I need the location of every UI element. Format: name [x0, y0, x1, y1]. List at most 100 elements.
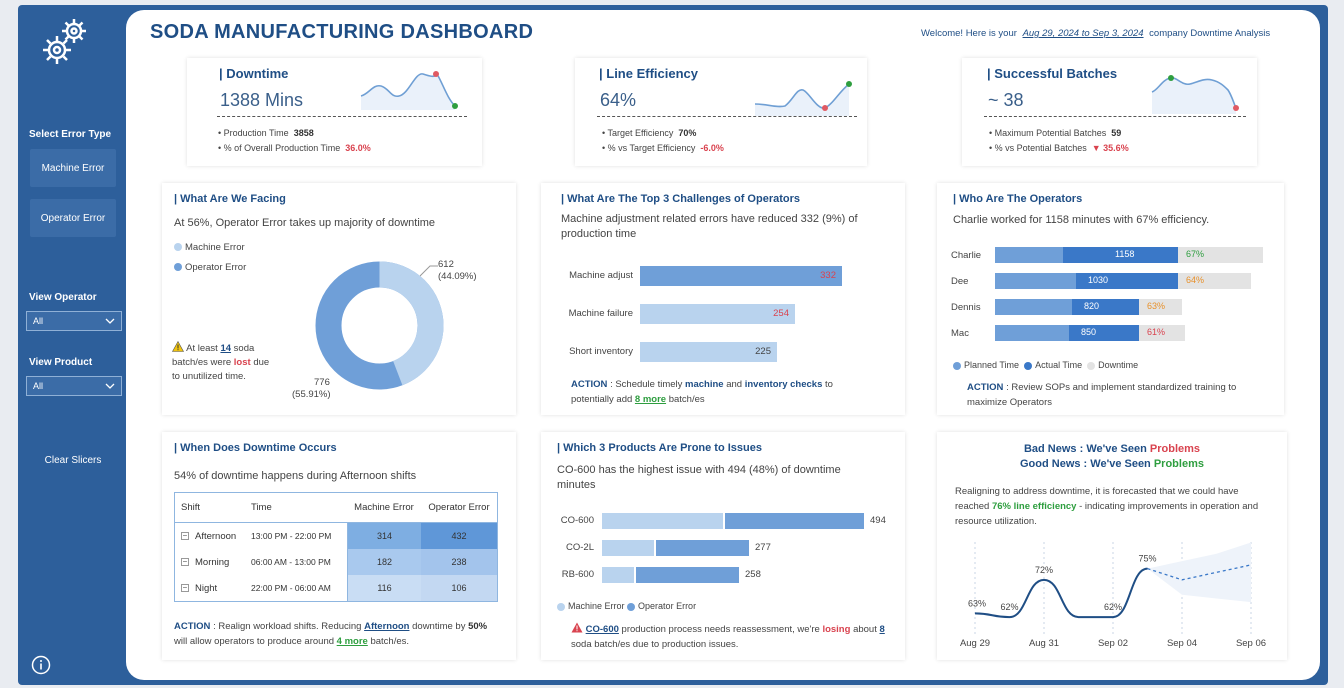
gear-icon [43, 19, 86, 64]
max-batches-value: 59 [1111, 128, 1122, 138]
note-product: CO-600 [585, 624, 619, 635]
note-mid: soda batch/es were [172, 343, 255, 368]
machine-error-button[interactable]: Machine Error [30, 149, 116, 187]
action-label: ACTION [174, 621, 211, 632]
operator-error-cell: 106 [421, 575, 497, 601]
operator-error-button[interactable]: Operator Error [30, 199, 116, 237]
info-icon[interactable] [31, 655, 51, 675]
x-tick-label: Sep 04 [1167, 638, 1197, 649]
note-text: soda batch/es due to production issues. [571, 639, 739, 650]
table-row[interactable]: – Night 22:00 PM - 06:00 AM 116 106 [175, 575, 497, 601]
actual-time-bar: 850 [1069, 325, 1139, 341]
kpi-downtime-line1: • Production Time 3858 [218, 128, 314, 138]
facing-subtitle: At 56%, Operator Error takes up majority… [174, 217, 436, 229]
challenge-value: 254 [773, 308, 789, 319]
col-time: Time [251, 502, 272, 513]
operator-efficiency: 61% [1147, 327, 1166, 337]
kpi-downtime-value: 1388 Mins [220, 90, 304, 110]
data-label: 62% [1104, 602, 1122, 612]
note-losing: losing [822, 624, 851, 635]
machine-error-bar [602, 540, 654, 556]
action-text: batch/es. [370, 636, 410, 647]
note-number: 14 [220, 343, 232, 354]
donut-operator-pct: (55.91%) [292, 389, 331, 400]
legend-actual: Actual Time [1035, 360, 1083, 370]
data-label: 62% [1000, 602, 1018, 612]
when-action: ACTION : Realign workload shifts. Reduci… [174, 619, 494, 649]
machine-error-cell: 116 [347, 575, 421, 601]
kpi-batches-title: | Successful Batches [987, 66, 1118, 81]
kpi-efficiency-card: | Line Efficiency 64% • Target Efficienc… [575, 58, 867, 166]
x-tick-label: Aug 29 [960, 638, 990, 649]
operator-error-cell: 238 [421, 549, 497, 575]
challenge-value: 332 [820, 270, 836, 281]
bad-news-heading: Bad News : We've Seen Problems [937, 443, 1287, 455]
view-operator-dropdown[interactable]: All [26, 311, 122, 331]
kpi-efficiency-value: 64% [600, 90, 637, 110]
legend-downtime: Downtime [1098, 360, 1139, 370]
challenge-bar: 225 [640, 342, 777, 362]
operator-name: Charlie [951, 250, 982, 261]
view-product-dropdown[interactable]: All [26, 376, 122, 396]
products-legend: Machine Error Operator Error [557, 601, 696, 611]
facing-title: | What Are We Facing [174, 193, 286, 205]
news-efficiency: 76% line efficiency [991, 501, 1077, 512]
operator-efficiency: 67% [1186, 249, 1205, 259]
collapse-icon[interactable]: – [181, 584, 189, 592]
table-row[interactable]: – Morning 06:00 AM - 13:00 PM 182 238 [175, 549, 497, 575]
action-label: ACTION [967, 382, 1004, 393]
table-row[interactable]: – Afternoon 13:00 PM - 22:00 PM 314 432 [175, 523, 497, 549]
kpi-efficiency-line1: • Target Efficiency 70% [602, 128, 697, 138]
welcome-text: Welcome! Here is your Aug 29, 2024 to Se… [921, 28, 1270, 39]
actual-time-value: 1030 [1088, 275, 1109, 285]
actual-time-value: 1158 [1115, 249, 1135, 259]
good-news-heading: Good News : We've Seen Problems [937, 458, 1287, 470]
clear-slicers-button[interactable]: Clear Slicers [44, 455, 102, 466]
legend-machine-error: Machine Error [174, 242, 245, 253]
efficiency-sparkline [754, 81, 852, 116]
donut-machine-pct: (44.09%) [438, 271, 477, 282]
when-subtitle: 54% of downtime happens during Afternoon… [174, 470, 417, 482]
action-more-batches: 4 more [336, 636, 368, 647]
challenges-subtitle: Machine adjustment related errors have r… [561, 213, 858, 240]
action-machine: machine [685, 379, 724, 390]
collapse-icon[interactable]: – [181, 558, 189, 566]
actual-time-bar: 820 [1072, 299, 1139, 315]
operators-title: | Who Are The Operators [953, 193, 1083, 205]
note-post: due to unutilized time. [172, 357, 270, 382]
overall-pct-label: % of Overall Production Time [223, 143, 341, 153]
note-pre: At least [186, 343, 218, 354]
product-label: CO-600 [560, 515, 594, 526]
time-cell: 06:00 AM - 13:00 PM [251, 557, 331, 567]
overall-pct-value: 36.0% [345, 143, 371, 153]
sidebar: Select Error Type Machine Error Operator… [18, 5, 126, 685]
max-batches-label: Maximum Potential Batches [994, 128, 1107, 138]
donut-operator-value: 776 [314, 377, 330, 388]
operators-action: ACTION : Review SOPs and implement stand… [967, 380, 1267, 410]
challenges-card: | What Are The Top 3 Challenges of Opera… [541, 183, 905, 415]
shift-name: Night [195, 582, 218, 594]
table-header: Shift Time Machine Error Operator Error [175, 493, 497, 523]
vs-target-label: % vs Target Efficiency [607, 143, 696, 153]
collapse-icon[interactable]: – [181, 532, 189, 540]
view-operator-label: View Operator [29, 292, 97, 303]
welcome-prefix: Welcome! Here is your [921, 28, 1017, 39]
challenge-label: Short inventory [569, 346, 633, 357]
production-time-value: 3858 [293, 128, 314, 138]
time-cell: 13:00 PM - 22:00 PM [251, 531, 332, 541]
challenges-title: | What Are The Top 3 Challenges of Opera… [561, 193, 800, 205]
chevron-down-icon [105, 318, 115, 324]
challenge-value: 225 [755, 346, 771, 357]
welcome-suffix: company Downtime Analysis [1149, 28, 1271, 39]
operator-efficiency: 63% [1147, 301, 1166, 311]
kpi-efficiency-title: | Line Efficiency [599, 66, 698, 81]
products-note: CO-600 production process needs reassess… [571, 622, 891, 652]
target-efficiency-label: Target Efficiency [607, 128, 674, 138]
production-time-label: Production Time [223, 128, 289, 138]
note-text: production process needs reassessment, w… [621, 624, 820, 635]
kpi-batches-value: ~ 38 [988, 90, 1024, 110]
product-total: 258 [745, 569, 761, 580]
operators-card: | Who Are The Operators Charlie worked f… [937, 183, 1284, 415]
page-title: SODA MANUFACTURING DASHBOARD [150, 21, 534, 43]
col-operator-error: Operator Error [428, 502, 490, 513]
